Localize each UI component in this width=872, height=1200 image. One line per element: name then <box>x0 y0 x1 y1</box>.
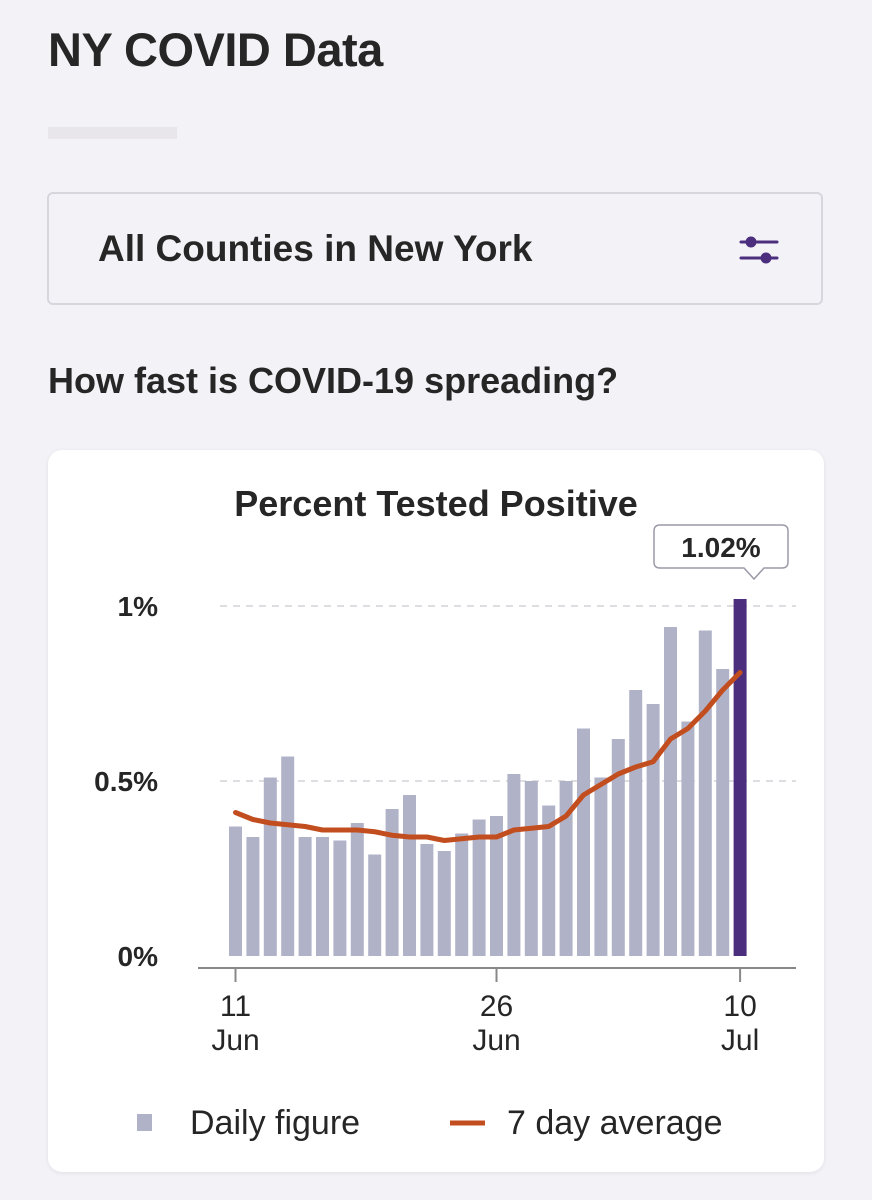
positivity-chart: Percent Tested Positive 0%0.5%1% 11Jun26… <box>94 483 796 1142</box>
bar <box>524 781 538 956</box>
bar <box>559 781 573 956</box>
bar <box>507 774 521 956</box>
bar <box>646 704 660 956</box>
bar <box>542 805 556 956</box>
bar <box>664 627 677 956</box>
x-tick-day: 10 <box>723 990 756 1023</box>
y-tick-labels: 0% 0.5% 1% <box>94 591 158 972</box>
page-title: NY COVID Data <box>48 23 383 76</box>
legend-average-label: 7 day average <box>507 1104 723 1142</box>
bar <box>316 837 329 956</box>
legend-daily-label: Daily figure <box>190 1104 360 1142</box>
x-tick-month: Jun <box>211 1024 259 1057</box>
legend: Daily figure 7 day average <box>137 1104 723 1142</box>
bar <box>246 837 260 956</box>
x-tick-month: Jul <box>721 1024 759 1057</box>
x-tick-day: 26 <box>480 990 513 1023</box>
bar <box>333 840 347 956</box>
bar <box>594 777 608 956</box>
x-tick-month: Jun <box>472 1024 520 1057</box>
bar <box>629 690 643 956</box>
bar <box>350 823 364 956</box>
bar <box>681 721 695 956</box>
x-tick-day: 11 <box>220 990 251 1023</box>
y-tick-label: 1% <box>118 591 159 622</box>
callout-bubble <box>653 524 789 581</box>
chart-title: Percent Tested Positive <box>234 483 638 524</box>
y-tick-label: 0.5% <box>94 766 158 797</box>
title-underline <box>48 127 177 139</box>
bar <box>698 630 712 956</box>
bar <box>263 777 277 956</box>
bar <box>490 816 503 956</box>
value-callout: 1.02% <box>653 524 789 581</box>
bar <box>281 756 295 956</box>
sliders-icon[interactable] <box>739 234 779 266</box>
bar <box>298 837 312 956</box>
bar <box>577 728 590 956</box>
bar <box>229 826 242 956</box>
bar <box>385 809 399 956</box>
bar <box>455 833 469 956</box>
bar <box>403 795 416 956</box>
callout-value: 1.02% <box>681 532 760 563</box>
bar <box>437 851 451 956</box>
legend-daily-swatch <box>137 1114 152 1131</box>
y-tick-label: 0% <box>118 941 159 972</box>
bar <box>472 819 486 956</box>
bar <box>420 844 434 956</box>
seven-day-average-line <box>233 670 743 843</box>
chart-card: Percent Tested Positive 0% 0.5% 1% 11 Jun 26… <box>48 450 824 1172</box>
bar <box>368 854 382 956</box>
section-heading: How fast is COVID-19 spreading? <box>48 360 619 401</box>
bar <box>611 739 625 956</box>
bar <box>716 669 730 956</box>
bar-highlight <box>733 599 747 956</box>
bars <box>229 599 747 956</box>
county-selector-button[interactable]: All Counties in New York <box>47 192 823 305</box>
county-selector-label: All Counties in New York <box>98 228 533 269</box>
